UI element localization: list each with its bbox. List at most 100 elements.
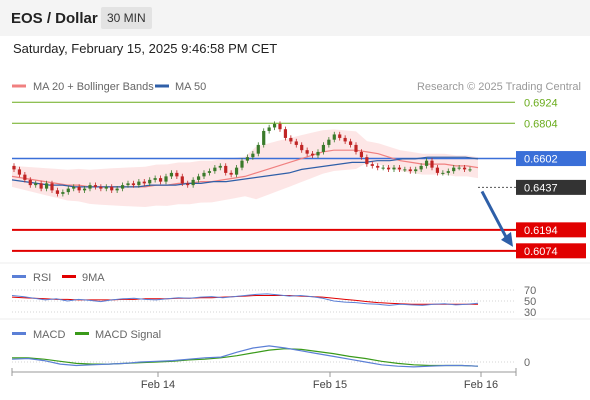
candle-body xyxy=(392,167,396,170)
candle-body xyxy=(289,137,293,142)
candle-body xyxy=(267,127,271,131)
level-label: 0.6437 xyxy=(524,182,558,194)
candle-body xyxy=(50,183,54,191)
candle-body xyxy=(424,160,429,166)
candle-body xyxy=(262,130,266,145)
candle-body xyxy=(77,186,81,191)
candle-body xyxy=(72,186,76,189)
candle-body xyxy=(44,183,49,189)
candle-body xyxy=(446,171,450,173)
ma20-legend-swatch xyxy=(12,84,26,88)
candle-body xyxy=(294,141,298,145)
candle-body xyxy=(300,144,304,151)
timestamp: Saturday, February 15, 2025 9:46:58 PM C… xyxy=(13,41,278,56)
candle-body xyxy=(218,165,222,168)
candle-body xyxy=(354,144,358,152)
macd-line xyxy=(11,345,479,368)
candle-body xyxy=(419,165,423,170)
candle-body xyxy=(142,181,146,184)
chart-header: EOS / Dollar 30 MIN xyxy=(0,0,590,36)
candle-body xyxy=(272,123,277,128)
rsi-line xyxy=(11,293,479,306)
candle-body xyxy=(82,188,87,191)
credit-text: Research © 2025 Trading Central xyxy=(417,81,581,93)
candle-body xyxy=(452,167,456,172)
candle-body xyxy=(240,160,244,168)
macd-signal-line xyxy=(12,348,479,367)
candle-body xyxy=(256,144,260,154)
candle-body xyxy=(403,169,407,171)
candle-body xyxy=(207,171,212,173)
forecast-arrow-line xyxy=(480,190,510,242)
rsi-tick-label: 70 xyxy=(524,285,536,297)
macd-legend-swatch xyxy=(12,332,26,335)
candle-body xyxy=(39,183,43,189)
macd-legend-label: MACD xyxy=(33,329,65,341)
candle-body xyxy=(55,190,60,194)
candle-body xyxy=(234,167,239,175)
candle-body xyxy=(348,141,353,145)
time-axis: Feb 14 Feb 15 Feb 16 xyxy=(11,368,517,391)
macd-signal-legend-label: MACD Signal xyxy=(95,329,161,341)
candle-body xyxy=(397,167,402,170)
interval-button[interactable]: 30 MIN xyxy=(101,7,152,29)
rsi-tick-label: 50 xyxy=(524,296,536,308)
ma20-legend-label: MA 20 + Bollinger Bands xyxy=(33,81,154,93)
candle-body xyxy=(386,167,391,170)
level-label: 0.6602 xyxy=(524,154,558,166)
ma50-legend-swatch xyxy=(155,84,169,88)
candle-body xyxy=(245,157,250,161)
candle-body xyxy=(66,188,70,193)
candle-body xyxy=(381,167,385,169)
candle-body xyxy=(365,157,369,165)
level-badge xyxy=(516,243,586,259)
candle-body xyxy=(17,169,22,175)
candle-body xyxy=(175,172,179,177)
candle-body xyxy=(430,160,434,168)
candle-body xyxy=(104,186,108,189)
candle-body xyxy=(202,172,206,177)
level-label: 0.6804 xyxy=(524,118,558,130)
candle-body xyxy=(316,151,320,156)
candle-body xyxy=(180,176,184,184)
time-axis-label: Feb 14 xyxy=(141,379,175,391)
level-label: 0.6924 xyxy=(524,97,558,109)
candle-body xyxy=(196,176,201,180)
candle-body xyxy=(23,174,27,180)
candle-body xyxy=(229,172,233,175)
macd-panel: 0 xyxy=(11,345,530,369)
candle-body xyxy=(12,165,16,170)
candle-body xyxy=(169,172,174,177)
time-axis-label: Feb 15 xyxy=(313,379,347,391)
level-badge xyxy=(516,222,586,238)
candle-body xyxy=(213,167,217,172)
price-panel: 0.6924 0.6804 0.6602 0.6437 0.6194 0.6074 xyxy=(11,97,586,259)
candle-body xyxy=(34,183,38,186)
candle-body xyxy=(131,183,136,186)
rsi-legend-swatch xyxy=(12,275,26,278)
candle-body xyxy=(468,169,472,171)
candle-body xyxy=(305,150,309,154)
macd-tick-label: 0 xyxy=(524,357,530,369)
candle-body xyxy=(462,167,467,170)
candle-body xyxy=(224,165,228,173)
candle-body xyxy=(441,172,445,174)
ma50-legend-label: MA 50 xyxy=(175,81,206,93)
level-badge xyxy=(516,151,586,167)
candle-body xyxy=(414,169,418,172)
time-axis-label: Feb 16 xyxy=(464,379,498,391)
candle-body xyxy=(251,153,255,158)
candle-body xyxy=(110,186,114,191)
candle-body xyxy=(186,183,190,186)
candle-body xyxy=(359,151,364,158)
candle-body xyxy=(115,188,119,191)
candle-body xyxy=(332,134,336,140)
candle-body xyxy=(278,123,282,130)
instrument-title: EOS / Dollar xyxy=(11,10,98,27)
candle-body xyxy=(164,176,168,182)
candle-body xyxy=(99,186,103,189)
candle-body xyxy=(376,165,380,168)
rsi-ma-legend-swatch xyxy=(62,275,76,278)
